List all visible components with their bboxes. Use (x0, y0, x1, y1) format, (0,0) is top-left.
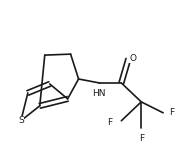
Text: HN: HN (92, 89, 105, 98)
Text: F: F (169, 108, 175, 117)
Text: F: F (139, 134, 144, 143)
Text: O: O (130, 54, 137, 63)
Text: F: F (107, 118, 112, 127)
Text: S: S (18, 116, 24, 125)
